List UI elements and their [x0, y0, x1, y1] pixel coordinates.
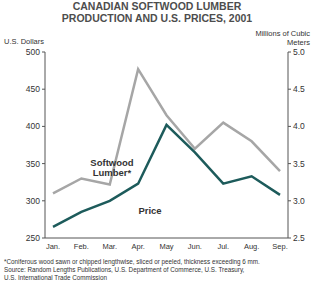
series-line — [53, 69, 280, 193]
y-tick-label: 500 — [26, 47, 40, 57]
y-tick — [42, 52, 45, 53]
y2-tick — [288, 200, 291, 201]
footnote: U.S. International Trade Commission — [4, 274, 107, 281]
y2-tick — [288, 126, 291, 127]
y2-tick — [288, 52, 291, 53]
x-tick-label: Apr. — [131, 242, 144, 251]
y-tick — [42, 126, 45, 127]
y-tick — [42, 163, 45, 164]
y2-tick — [288, 89, 291, 90]
x-tick-label: Feb. — [74, 242, 89, 251]
y2-tick-label: 4.0 — [293, 121, 305, 131]
series-label: SoftwoodLumber* — [90, 157, 133, 178]
y-axis — [45, 52, 46, 238]
x-tick-label: Jun. — [188, 242, 202, 251]
footnote: Source: Random Lengths Publications, U.S… — [4, 266, 245, 274]
y2-tick — [288, 238, 291, 239]
y2-axis — [288, 52, 289, 238]
x-tick-label: Jul. — [217, 242, 229, 251]
y2-tick-label: 2.5 — [293, 233, 305, 243]
y-tick — [42, 89, 45, 90]
y-tick-label: 250 — [26, 233, 40, 243]
y-tick — [42, 200, 45, 201]
x-axis — [45, 238, 288, 239]
y-tick-label: 300 — [26, 196, 40, 206]
x-tick-label: Mar. — [102, 242, 117, 251]
x-tick-label: May — [159, 242, 173, 251]
x-tick-label: Aug. — [244, 242, 259, 251]
chart: CANADIAN SOFTWOOD LUMBERPRODUCTION AND U… — [0, 0, 314, 288]
plot-area — [53, 69, 280, 227]
y2-tick-label: 5.0 — [293, 47, 305, 57]
series-line — [53, 125, 280, 227]
series-label: Price — [138, 205, 161, 216]
x-tick-label: Sep. — [272, 242, 287, 251]
x-tick-label: Jan. — [46, 242, 60, 251]
title: CANADIAN SOFTWOOD LUMBERPRODUCTION AND U… — [62, 0, 253, 24]
y2-tick-label: 3.5 — [293, 159, 305, 169]
y-tick-label: 350 — [26, 159, 40, 169]
y-axis-label: U.S. Dollars — [4, 37, 44, 46]
y-tick-label: 400 — [26, 121, 40, 131]
y2-axis-label: Millions of CubicMeters — [255, 29, 310, 47]
y2-tick — [288, 163, 291, 164]
y2-tick-label: 3.0 — [293, 196, 305, 206]
footnote: *Coniferous wood sawn or chipped lengthw… — [4, 258, 260, 266]
y-tick — [42, 238, 45, 239]
y2-tick-label: 4.5 — [293, 84, 305, 94]
y-tick-label: 450 — [26, 84, 40, 94]
